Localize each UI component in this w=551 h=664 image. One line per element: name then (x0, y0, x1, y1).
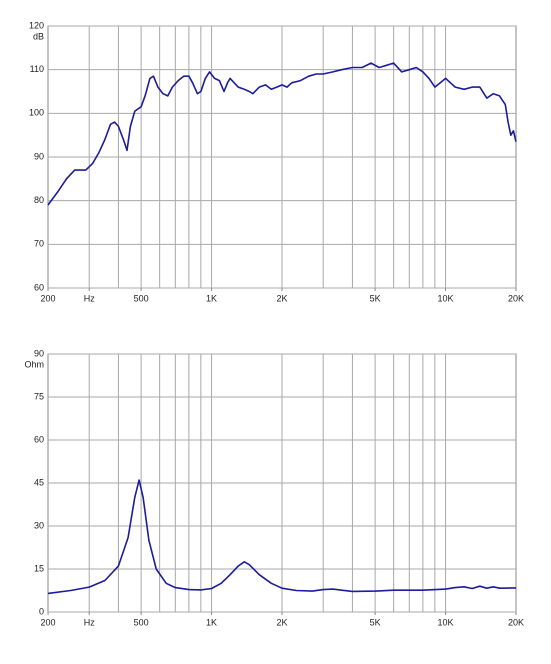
y-tick-label: 60 (34, 282, 44, 292)
x-tick-label: 200 (40, 293, 55, 303)
x-tick-label: 2K (276, 293, 287, 303)
y-tick-label: 75 (34, 391, 44, 401)
y-tick-label: 70 (34, 239, 44, 249)
x-tick-label: 2K (276, 617, 287, 627)
x-tick-label: 200 (40, 617, 55, 627)
x-tick-label: 10K (438, 617, 454, 627)
y-tick-label: 60 (34, 434, 44, 444)
y-unit-label: Ohm (24, 359, 44, 369)
y-tick-label: 90 (34, 151, 44, 161)
x-tick-label: 1K (206, 293, 217, 303)
x-tick-label: 500 (134, 617, 149, 627)
x-tick-label: 20K (508, 293, 524, 303)
x-tick-label: 10K (438, 293, 454, 303)
x-tick-label: 500 (134, 293, 149, 303)
y-tick-label: 80 (34, 195, 44, 205)
x-tick-label: Hz (84, 617, 95, 627)
curve (47, 62, 517, 206)
y-tick-label: 100 (29, 108, 44, 118)
y-tick-label: 45 (34, 477, 44, 487)
y-tick-label: 15 (34, 563, 44, 573)
x-tick-label: 5K (370, 293, 381, 303)
y-tick-label: 110 (30, 64, 44, 74)
x-tick-label: 5K (370, 617, 381, 627)
y-tick-label: 30 (34, 520, 44, 530)
curve (47, 479, 517, 595)
y-unit-label: dB (33, 31, 44, 41)
y-tick-label: 90 (34, 348, 44, 358)
x-tick-label: 1K (206, 617, 217, 627)
y-tick-label: 0 (39, 606, 44, 616)
x-tick-label: 20K (508, 617, 524, 627)
y-tick-label: 120 (29, 20, 44, 30)
x-tick-label: Hz (84, 293, 95, 303)
